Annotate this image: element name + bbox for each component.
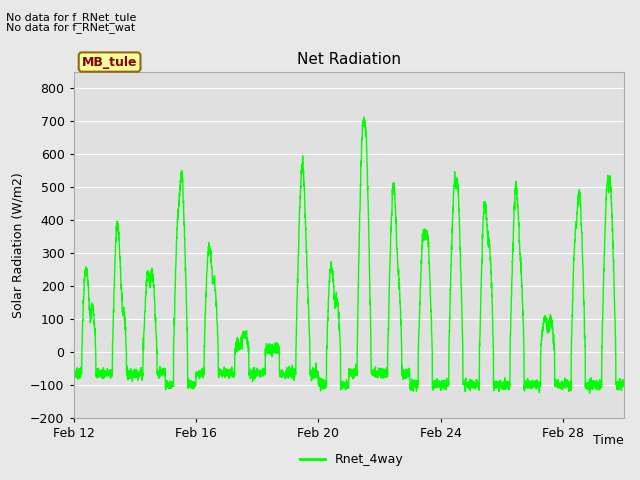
Legend: Rnet_4way: Rnet_4way (295, 448, 409, 471)
Text: Time: Time (593, 434, 624, 447)
Text: No data for f_RNet_wat: No data for f_RNet_wat (6, 22, 136, 33)
Text: MB_tule: MB_tule (82, 56, 138, 69)
Title: Net Radiation: Net Radiation (297, 52, 401, 67)
Y-axis label: Solar Radiation (W/m2): Solar Radiation (W/m2) (12, 172, 25, 318)
Text: No data for f_RNet_tule: No data for f_RNet_tule (6, 12, 137, 23)
